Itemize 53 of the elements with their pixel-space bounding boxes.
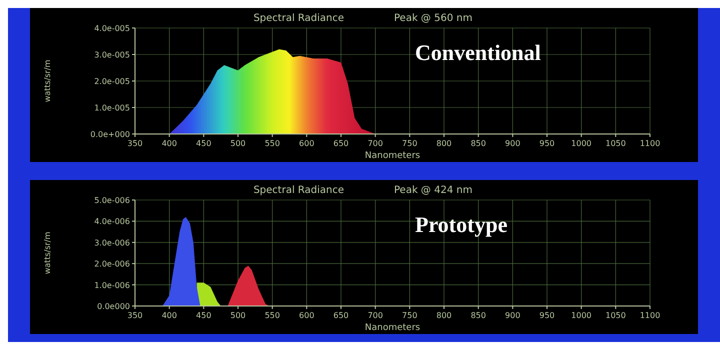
y-tick-label: 3.0e-006: [94, 238, 130, 248]
y-tick-label: 5.0e-006: [94, 196, 130, 205]
y-tick-label: 3.0e-005: [94, 50, 130, 60]
x-tick-label: 550: [264, 139, 280, 148]
y-axis-title: watts/sr/m: [43, 232, 52, 274]
x-axis-title: Nanometers: [364, 151, 420, 161]
y-tick-label: 4.0e-006: [94, 217, 130, 226]
x-tick-label: 700: [368, 139, 383, 148]
x-tick-label: 900: [505, 139, 520, 148]
x-tick-label: 650: [333, 311, 349, 320]
y-axis-title: watts/sr/m: [43, 60, 52, 102]
x-tick-label: 850: [470, 311, 486, 320]
x-tick-label: 450: [196, 139, 212, 148]
annotation: Conventional: [415, 40, 541, 65]
x-tick-label: 600: [299, 311, 314, 320]
x-tick-label: 400: [162, 139, 177, 148]
x-tick-label: 350: [127, 311, 143, 320]
y-tick-label: 2.0e-005: [94, 77, 130, 86]
x-tick-label: 450: [196, 311, 212, 320]
y-tick-label: 2.0e-006: [94, 260, 130, 269]
x-axis-title: Nanometers: [364, 323, 420, 333]
x-tick-label: 550: [264, 311, 280, 320]
chart-title: Spectral Radiance: [253, 185, 344, 196]
x-tick-label: 900: [505, 311, 520, 320]
x-tick-label: 950: [539, 311, 555, 320]
x-tick-label: 600: [299, 139, 314, 148]
x-tick-label: 1000: [571, 139, 592, 148]
x-tick-label: 1100: [640, 311, 660, 320]
annotation: Prototype: [415, 212, 508, 237]
x-tick-label: 500: [230, 139, 246, 148]
y-tick-label: 1.0e-005: [94, 104, 130, 112]
x-tick-label: 950: [539, 139, 555, 148]
chart-subtitle: Peak @ 424 nm: [394, 185, 472, 196]
x-tick-label: 650: [333, 139, 349, 148]
x-tick-label: 1050: [605, 311, 626, 320]
x-tick-label: 750: [402, 139, 418, 148]
x-tick-label: 1100: [640, 139, 660, 148]
y-tick-label: 1.0e-006: [94, 280, 130, 290]
x-tick-label: 1000: [571, 311, 592, 320]
x-tick-label: 350: [127, 139, 143, 148]
x-tick-label: 500: [230, 311, 246, 320]
y-tick-label: 0.0e+000: [90, 130, 130, 139]
x-tick-label: 1050: [605, 139, 626, 148]
chart-title: Spectral Radiance: [253, 13, 344, 24]
y-tick-label: 4.0e-005: [94, 24, 130, 33]
x-tick-label: 800: [436, 311, 452, 320]
x-tick-label: 400: [162, 311, 177, 320]
x-tick-label: 700: [368, 311, 383, 320]
chart-subtitle: Peak @ 560 nm: [394, 13, 472, 24]
x-tick-label: 800: [436, 139, 452, 148]
x-tick-label: 750: [402, 311, 418, 320]
y-tick-label: 0.0e000: [97, 302, 130, 311]
x-tick-label: 850: [470, 139, 486, 148]
